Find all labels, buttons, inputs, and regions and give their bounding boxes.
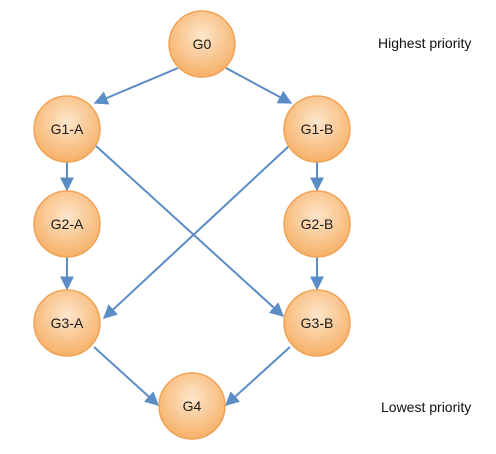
- node-g0: G0: [168, 10, 236, 78]
- node-g1b: G1-B: [283, 95, 351, 163]
- edge-g0-to-g1b: [225, 67, 293, 104]
- edge-g3b-to-g4: [224, 346, 291, 406]
- node-g3b-label: G3-B: [301, 315, 334, 331]
- lowest-priority-label: Lowest priority: [381, 399, 472, 415]
- node-g1b-label: G1-B: [301, 121, 334, 137]
- node-g2b-label: G2-B: [301, 216, 334, 232]
- node-g1a: G1-A: [33, 95, 101, 163]
- node-g2a: G2-A: [33, 190, 101, 258]
- node-g2a-label: G2-A: [51, 216, 84, 232]
- nodes-layer: G0 G1-A G1-B G2-A G2-B G3-A G3-B G4: [33, 10, 351, 440]
- node-g2b: G2-B: [283, 190, 351, 258]
- node-g3a-label: G3-A: [51, 315, 84, 331]
- edge-g1b-to-g3a: [102, 145, 290, 319]
- node-g4: G4: [158, 372, 226, 440]
- edge-g0-to-g1a: [93, 67, 179, 105]
- node-g3b: G3-B: [283, 289, 351, 357]
- edges-layer: [60, 67, 324, 406]
- node-g1a-label: G1-A: [51, 121, 84, 137]
- node-g3a: G3-A: [33, 289, 101, 357]
- highest-priority-label: Highest priority: [378, 35, 472, 51]
- edge-g3a-to-g4: [93, 346, 160, 406]
- node-g0-label: G0: [193, 36, 212, 52]
- node-g4-label: G4: [183, 398, 202, 414]
- edge-g1a-to-g3b: [95, 145, 285, 317]
